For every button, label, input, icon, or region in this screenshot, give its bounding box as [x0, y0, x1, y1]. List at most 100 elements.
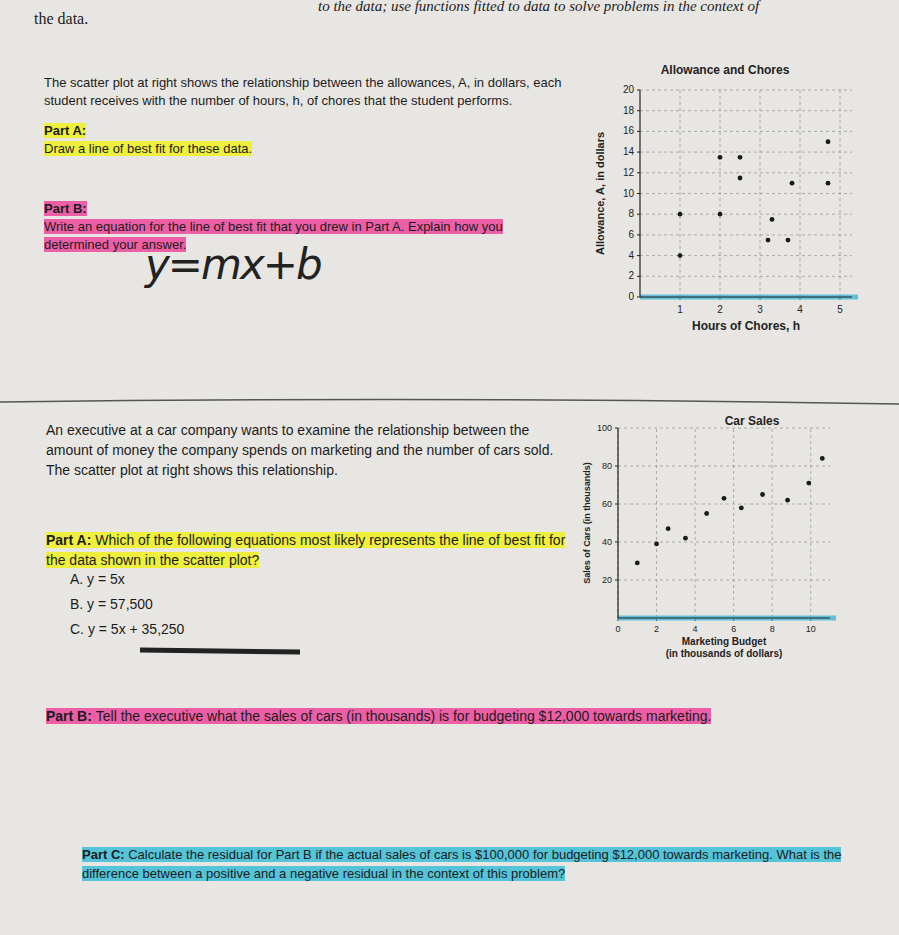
tick-label: 4 — [628, 250, 634, 261]
point — [766, 238, 771, 243]
y-axis — [639, 90, 640, 297]
point — [770, 217, 775, 222]
choice: C. y = 5x + 35,250 — [70, 620, 184, 638]
axis-label: Sales of Cars (in thousands) — [582, 462, 592, 584]
points — [678, 139, 831, 258]
grid-line — [640, 152, 852, 153]
grid-line — [640, 297, 852, 298]
tick-label: 60 — [602, 499, 612, 509]
point — [806, 481, 811, 486]
point — [718, 212, 723, 217]
axis-label: (in thousands of dollars) — [666, 648, 783, 659]
choice: B. y = 57,500 — [70, 595, 153, 613]
point — [738, 155, 743, 160]
point — [666, 526, 671, 531]
intro: The scatter plot at right shows the rela… — [44, 74, 584, 110]
tick-label: 10 — [806, 624, 816, 634]
grid-line — [640, 276, 852, 277]
tick-label: 6 — [628, 229, 634, 240]
tick-label: 100 — [597, 423, 612, 433]
highlight — [640, 295, 858, 300]
grid-line — [640, 131, 852, 132]
point — [683, 536, 688, 541]
part: Part C: Calculate the residual for Part … — [82, 845, 872, 883]
point — [718, 155, 723, 160]
x-axis — [618, 617, 830, 618]
tick-label: 0 — [615, 624, 620, 634]
grid-line — [772, 428, 773, 618]
grid-line — [640, 172, 852, 173]
point — [704, 511, 709, 516]
grid-line — [640, 234, 852, 235]
grid-line — [640, 255, 852, 256]
grid-line — [618, 466, 830, 467]
tick-label: 20 — [602, 575, 612, 585]
grid-line — [618, 504, 830, 505]
intro: An executive at a car company wants to e… — [46, 420, 566, 480]
tick-label: 4 — [797, 304, 803, 315]
tick-label: 4 — [693, 624, 698, 634]
tick-label: 18 — [623, 105, 635, 116]
tick-label: 2 — [628, 270, 634, 281]
part-text: Calculate the residual for Part B if the… — [82, 847, 841, 881]
tick-label: 10 — [623, 188, 635, 199]
grid-line — [760, 90, 761, 297]
x-axis — [640, 296, 852, 297]
grid-line — [800, 90, 801, 297]
axis-label: Marketing Budget — [682, 636, 767, 647]
point — [790, 181, 795, 186]
grid-line — [810, 428, 811, 618]
grid-line — [618, 542, 830, 543]
grid-line — [640, 90, 852, 91]
grid-line — [695, 428, 696, 618]
axis-label: Hours of Chores, h — [692, 319, 800, 333]
grid-line — [618, 428, 619, 618]
handwriting: y=mx+b — [145, 242, 321, 288]
part-label: Part C: — [82, 847, 128, 862]
grid-line — [640, 193, 852, 194]
tick-label: 2 — [654, 624, 659, 634]
point — [739, 505, 744, 510]
chart: 0246810121416182012345Allowance and Chor… — [594, 63, 858, 333]
point — [826, 181, 831, 186]
tick-label: 8 — [770, 624, 775, 634]
tick-label: 6 — [731, 624, 736, 634]
point — [722, 496, 727, 501]
tick-label: 5 — [837, 304, 843, 315]
choice: A. y = 5x — [70, 570, 125, 588]
divider — [0, 399, 899, 404]
tick-label: 40 — [602, 537, 612, 547]
part-label: Part B: — [44, 201, 87, 216]
part: Part B: Tell the executive what the sale… — [46, 706, 866, 726]
tick-label: 80 — [602, 461, 612, 471]
grid-line — [840, 90, 841, 297]
points — [635, 456, 825, 565]
tick-label: 20 — [623, 84, 635, 95]
part-label: Part B: — [46, 708, 96, 724]
part-label: Part A: — [46, 532, 95, 548]
point — [760, 492, 765, 497]
header-left: the data. — [34, 10, 88, 28]
grid-line — [656, 428, 657, 618]
chart: 204060801000246810Car SalesMarketing Bud… — [582, 414, 836, 659]
point — [678, 253, 683, 258]
point — [826, 139, 831, 144]
tick-label: 14 — [623, 146, 635, 157]
part: Part A: Which of the following equations… — [46, 530, 581, 570]
point — [785, 498, 790, 503]
y-axis — [617, 428, 618, 618]
grid-line — [640, 214, 852, 215]
tick-label: 0 — [628, 291, 634, 302]
part-text: Draw a line of best fit for these data. — [44, 141, 252, 156]
grid-line — [733, 428, 734, 618]
grid-line — [680, 90, 681, 297]
tick-label: 1 — [677, 304, 683, 315]
tick-label: 12 — [623, 167, 635, 178]
part-text: Tell the executive what the sales of car… — [96, 708, 712, 724]
highlight — [618, 616, 836, 621]
chart-title: Allowance and Chores — [661, 63, 790, 77]
scribble — [140, 650, 300, 652]
grid-line — [618, 580, 830, 581]
point — [654, 542, 659, 547]
tick-label: 2 — [717, 304, 723, 315]
